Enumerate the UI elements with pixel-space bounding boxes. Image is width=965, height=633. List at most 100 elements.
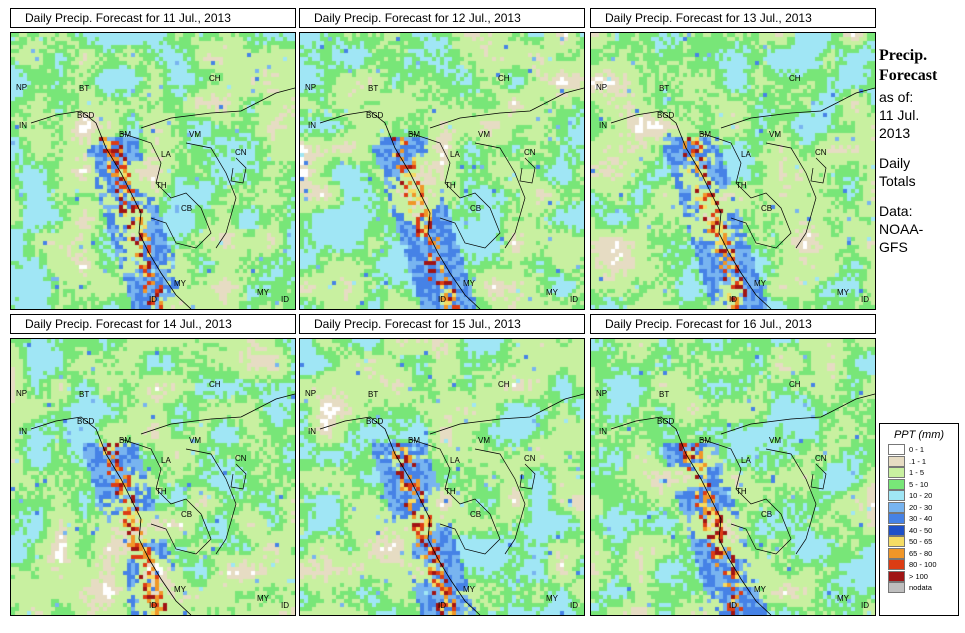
country-label: NP [305, 83, 316, 92]
country-label: ID [570, 601, 578, 610]
precip-map: NP BT BGD IN CH BM VM LA CN TH CB MY MY ID ID [590, 338, 876, 616]
country-label: LA [450, 150, 460, 159]
daily-line2: Totals [879, 173, 916, 189]
legend-swatch [888, 536, 905, 548]
country-label: CH [209, 380, 221, 389]
country-border [765, 142, 817, 249]
country-label: CB [181, 510, 192, 519]
country-border [409, 132, 501, 249]
country-label: MY [463, 585, 476, 594]
legend-swatch [888, 490, 905, 502]
country-border [185, 448, 237, 555]
country-label: BGD [77, 111, 95, 120]
legend-label: 30 - 40 [909, 514, 933, 524]
country-label: TH [156, 487, 167, 496]
panel-title: Daily Precip. Forecast for 12 Jul., 2013 [299, 8, 585, 28]
country-label: MY [546, 288, 559, 297]
country-label: LA [450, 456, 460, 465]
country-border [474, 448, 526, 555]
country-label: CB [761, 204, 772, 213]
country-label: ID [149, 601, 157, 610]
legend-swatch [888, 547, 905, 559]
country-label: CN [524, 454, 536, 463]
legend-swatch [888, 501, 905, 513]
legend-label: 80 - 100 [909, 560, 937, 570]
country-label: IN [599, 427, 607, 436]
forecast-panel-1: Daily Precip. Forecast for 11 Jul., 2013… [10, 8, 296, 310]
country-border [230, 157, 247, 184]
country-border [409, 438, 501, 555]
legend-label: 40 - 50 [909, 525, 933, 535]
country-label: MY [463, 279, 476, 288]
country-label: ID [438, 601, 446, 610]
map-overlay: NP BT BGD IN CH BM VM LA CN TH CB MY MY ID ID [596, 380, 875, 615]
country-label: BM [408, 436, 420, 445]
legend-label: .1 - 1 [909, 456, 927, 466]
asof-line3: 2013 [879, 125, 911, 141]
panel-title: Daily Precip. Forecast for 11 Jul., 2013 [10, 8, 296, 28]
precip-map: NP BT BGD IN CH BM VM LA CN TH CB MY MY ID ID [10, 338, 296, 616]
country-border [230, 463, 247, 490]
country-label: CN [815, 148, 827, 157]
coastline [319, 416, 481, 615]
country-label: IN [308, 121, 316, 130]
country-label: TH [445, 487, 456, 496]
coastline [610, 110, 772, 309]
country-label: VM [189, 436, 201, 445]
country-label: BGD [657, 111, 675, 120]
coastline [429, 393, 584, 435]
legend-label: nodata [909, 583, 932, 593]
country-label: NP [596, 389, 607, 398]
country-label: NP [16, 389, 27, 398]
legend-swatch [888, 559, 905, 571]
forecast-panel-5: Daily Precip. Forecast for 15 Jul., 2013… [299, 314, 585, 616]
country-label: BGD [366, 417, 384, 426]
country-label: ID [861, 295, 869, 304]
country-label: BT [368, 390, 378, 399]
country-label: BT [659, 84, 669, 93]
legend-row: 80 - 100 [888, 559, 958, 571]
country-label: BT [368, 84, 378, 93]
asof-line2: 11 Jul. [879, 107, 920, 123]
country-border [185, 142, 237, 249]
side-info: Precip. Forecast as of: 11 Jul. 2013 Dai… [879, 46, 965, 256]
daily-line1: Daily [879, 155, 911, 171]
precip-map: NP BT BGD IN CH BM VM LA CN TH CB MY MY ID ID [299, 338, 585, 616]
country-label: VM [478, 436, 490, 445]
country-label: LA [161, 456, 171, 465]
coastline [30, 110, 192, 309]
country-label: MY [754, 279, 767, 288]
country-label: TH [156, 181, 167, 190]
country-label: CB [181, 204, 192, 213]
legend-swatch [888, 478, 905, 490]
legend-label: 10 - 20 [909, 491, 933, 501]
country-label: VM [769, 130, 781, 139]
country-label: CN [235, 454, 247, 463]
data-line2: NOAA- [879, 221, 924, 237]
country-label: MY [546, 594, 559, 603]
coastline [140, 393, 295, 435]
legend-label: 5 - 10 [909, 479, 929, 489]
legend-label: 0 - 1 [909, 445, 925, 455]
country-label: CH [498, 74, 510, 83]
country-label: CB [470, 204, 481, 213]
country-label: BGD [657, 417, 675, 426]
legend-label: > 100 [909, 571, 928, 581]
country-label: NP [305, 389, 316, 398]
legend-swatch [888, 582, 905, 594]
country-border [120, 438, 212, 555]
legend-row: .1 - 1 [888, 455, 958, 468]
legend-row: 10 - 20 [888, 490, 958, 502]
precip-map: NP BT BGD IN CH BM VM LA CN TH CB MY MY ID ID [10, 32, 296, 310]
country-label: BM [119, 436, 131, 445]
legend-row: 1 - 5 [888, 467, 958, 479]
country-label: CB [470, 510, 481, 519]
country-border [120, 132, 212, 249]
country-label: CH [498, 380, 510, 389]
country-label: VM [189, 130, 201, 139]
map-overlay: NP BT BGD IN CH BM VM LA CN TH CB MY MY ID ID [16, 380, 295, 615]
precip-raster [11, 33, 295, 309]
country-label: ID [729, 601, 737, 610]
coastline [140, 87, 295, 129]
